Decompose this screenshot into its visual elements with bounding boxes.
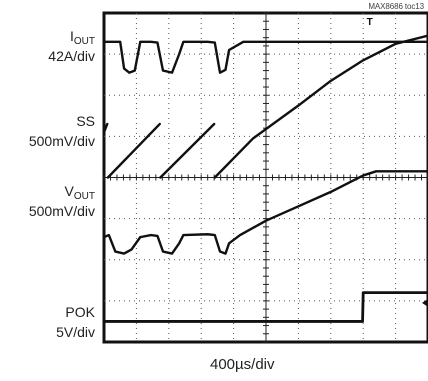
grid-layer — [102, 11, 428, 344]
pok-trace — [102, 291, 428, 323]
iout-channel-label: IOUT — [70, 28, 95, 47]
ss-scale-label: 500mV/div — [28, 133, 95, 149]
vout-scale-label: 500mV/div — [28, 203, 95, 219]
marker-layer: T — [367, 17, 428, 307]
time-axis-label: 400µs/div — [210, 356, 275, 373]
ss-trace-segment — [102, 122, 109, 134]
pok-channel-label: POK — [65, 304, 95, 320]
ss-trace-segment — [213, 34, 428, 179]
vout-trace — [102, 170, 428, 255]
pok-arrow-icon — [422, 298, 428, 307]
iout-label-main: I — [70, 28, 74, 44]
pok-label-main: POK — [65, 304, 95, 320]
trace-layer — [102, 34, 428, 323]
vout-label-sub: OUT — [73, 191, 95, 202]
iout-label-sub: OUT — [73, 36, 95, 47]
vout-label-main: V — [64, 183, 74, 199]
ss-label-main: SS — [76, 113, 95, 129]
figure-id: MAX8686 toc13 — [368, 2, 424, 11]
pok-scale-label: 5V/div — [56, 324, 95, 340]
vout-channel-label: VOUT — [65, 183, 95, 202]
ss-trace-segment — [106, 122, 161, 179]
iout-scale-label: 42A/div — [48, 48, 95, 64]
iout-trace — [102, 40, 428, 74]
ss-trace-segment — [159, 122, 216, 179]
ss-channel-label: SS — [76, 113, 95, 129]
trigger-marker: T — [367, 17, 373, 28]
